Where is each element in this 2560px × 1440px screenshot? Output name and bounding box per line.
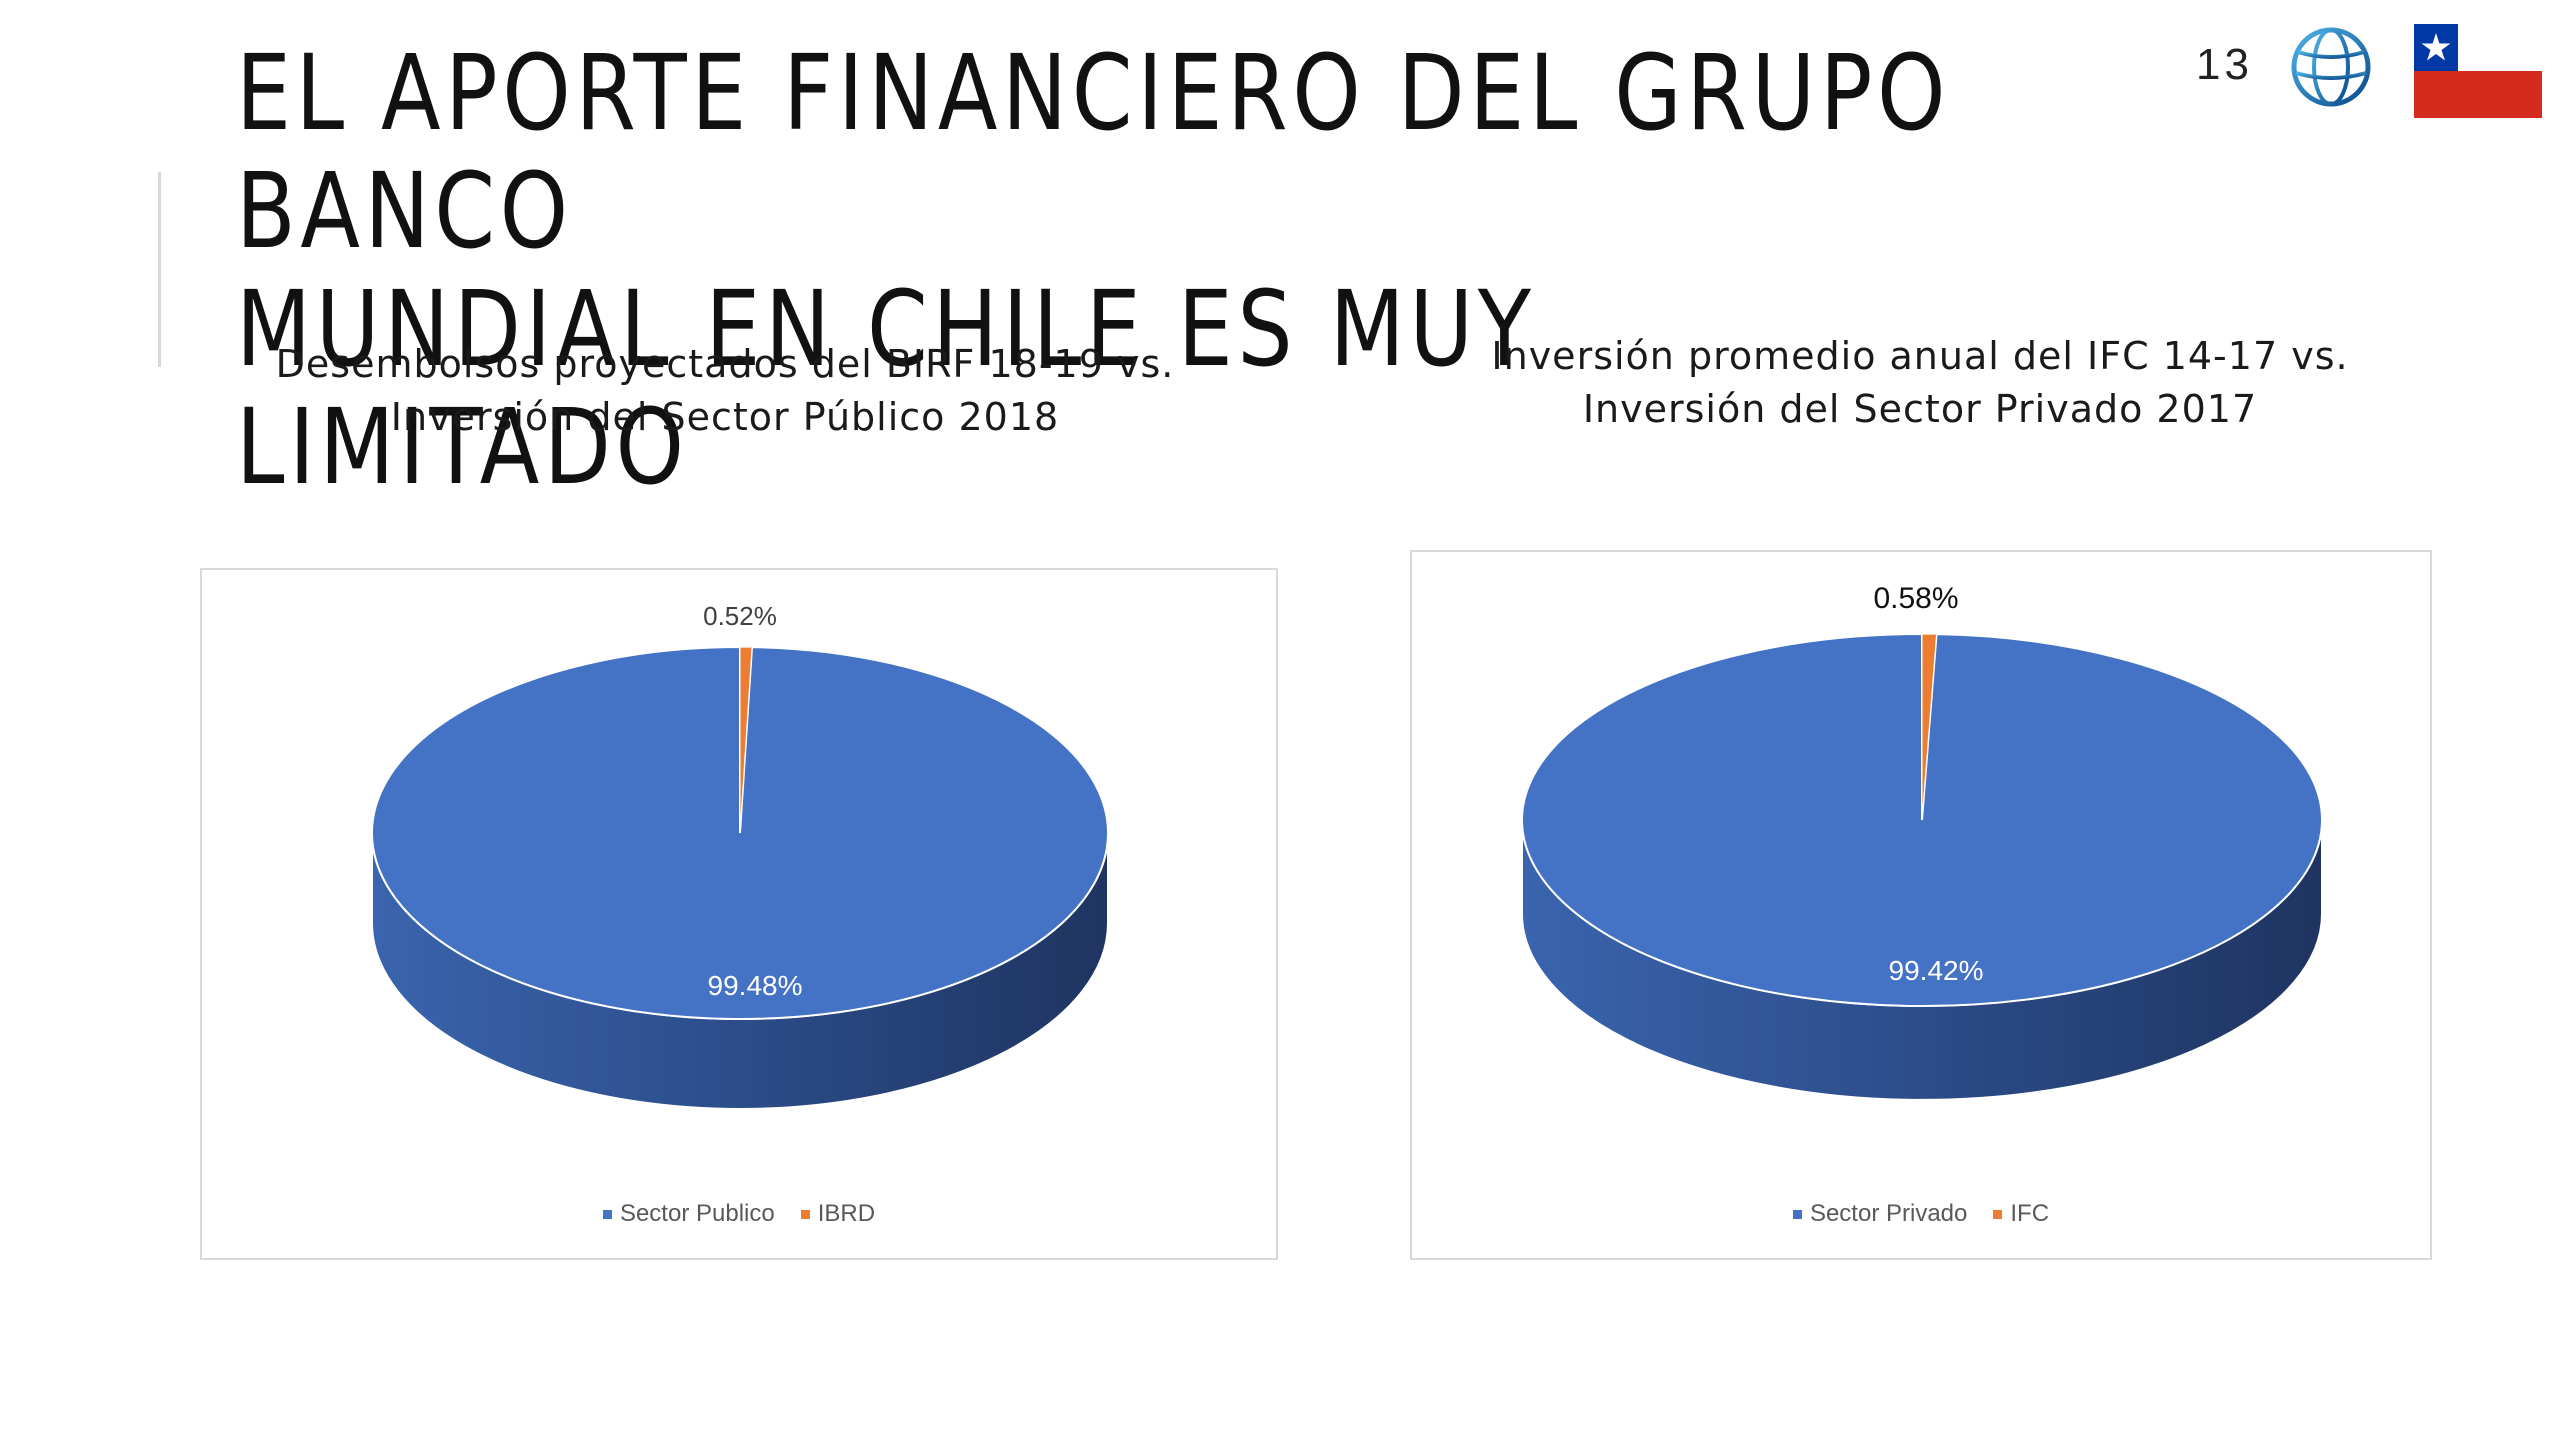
chart-1-legend: Sector Publico IBRD <box>202 1200 1276 1228</box>
pie-2-label-ifc: 0.58% <box>1873 582 1958 615</box>
legend-label-ibrd: IBRD <box>817 1200 876 1227</box>
legend-item-ibrd: IBRD <box>800 1200 876 1228</box>
chart-1-title: Desembolsos proyectados del BIRF 18-19 v… <box>190 338 1260 444</box>
legend-item-sector-publico: Sector Publico <box>602 1200 775 1228</box>
legend-swatch-ifc <box>1993 1209 2003 1219</box>
page-number: 13 <box>2196 40 2253 89</box>
chart-2-title-line-1: Inversión promedio anual del IFC 14-17 v… <box>1491 334 2349 378</box>
pie-2-label-sector-privado: 99.42% <box>1889 955 1984 986</box>
legend-label-ifc: IFC <box>2010 1200 2050 1227</box>
pie-1-label-ibrd: 0.52% <box>703 601 777 631</box>
chart-1-plot: 99.48% 0.52% <box>371 601 1109 1110</box>
accent-line <box>158 172 161 367</box>
chile-flag-icon <box>2414 24 2542 118</box>
chart-2-title: Inversión promedio anual del IFC 14-17 v… <box>1400 330 2440 436</box>
pie-1-label-sector-publico: 99.48% <box>708 970 803 1001</box>
chart-2-plot: 99.42% 0.58% <box>1521 582 2323 1101</box>
slide-title-line-2: MUNDIAL EN CHILE ES MUY LIMITADO <box>236 268 1536 508</box>
legend-item-sector-privado: Sector Privado <box>1792 1200 1968 1228</box>
chart-2-area: 99.42% 0.58% Sector Privado IFC <box>1410 550 2432 1260</box>
slide-title: EL APORTE FINANCIERO DEL GRUPO BANCO MUN… <box>236 34 2003 506</box>
legend-item-ifc: IFC <box>1993 1200 2049 1228</box>
chart-2-title-line-2: Inversión del Sector Privado 2017 <box>1582 387 2258 431</box>
chart-1-area: 99.48% 0.52% Sector Publico IBRD <box>200 568 1278 1260</box>
legend-label-sector-privado: Sector Privado <box>1809 1200 1968 1227</box>
pie-1-slice-ibrd <box>739 646 753 834</box>
slide-title-line-1: EL APORTE FINANCIERO DEL GRUPO BANCO <box>236 32 1951 272</box>
chart-1-title-line-2: Inversión del Sector Público 2018 <box>390 395 1060 439</box>
world-bank-globe-icon <box>2291 27 2371 107</box>
chart-2-legend: Sector Privado IFC <box>1412 1200 2430 1228</box>
legend-swatch-sector-privado <box>1792 1209 1802 1219</box>
legend-swatch-ibrd <box>800 1209 810 1219</box>
legend-label-sector-publico: Sector Publico <box>619 1200 775 1227</box>
legend-swatch-sector-publico <box>602 1209 612 1219</box>
chart-1-title-line-1: Desembolsos proyectados del BIRF 18-19 v… <box>275 342 1175 386</box>
pie-2-slice-ifc <box>1921 633 1938 821</box>
